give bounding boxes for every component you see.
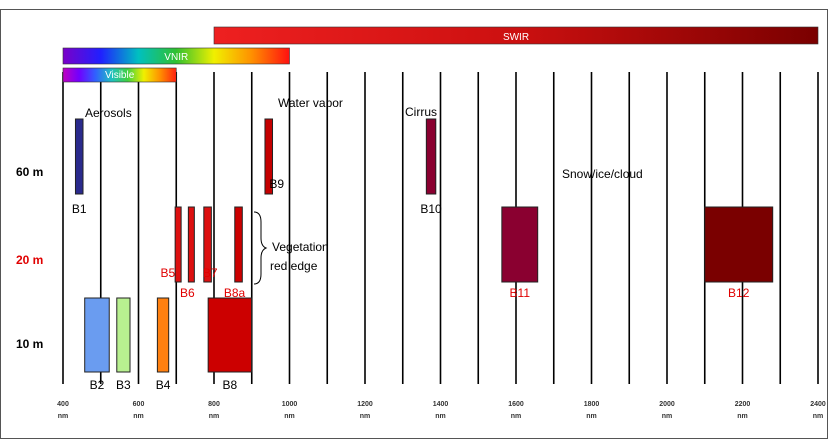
band-label-b6: B6 bbox=[180, 286, 195, 300]
tick-unit-2000: nm bbox=[662, 413, 673, 420]
band-label-b11: B11 bbox=[510, 286, 531, 300]
band-label-b1: B1 bbox=[72, 202, 87, 216]
band-b4 bbox=[156, 297, 170, 373]
tick-value-1800: 1800 bbox=[584, 401, 600, 408]
band-b3 bbox=[116, 297, 131, 373]
tick-value-1200: 1200 bbox=[357, 401, 373, 408]
band-label-b10: B10 bbox=[420, 202, 442, 216]
band-b11 bbox=[501, 206, 539, 283]
aerosols-label: Aerosols bbox=[85, 106, 132, 120]
tick-value-800: 800 bbox=[208, 401, 220, 408]
range-bar-swir bbox=[213, 26, 819, 45]
band-b8 bbox=[207, 297, 253, 373]
band-b5 bbox=[174, 206, 182, 283]
band-label-b8a: B8a bbox=[224, 286, 246, 300]
tick-unit-800: nm bbox=[209, 413, 220, 420]
band-b10 bbox=[425, 118, 437, 195]
tick-unit-2200: nm bbox=[737, 413, 748, 420]
wavelength-axis: 400 nm 600 nm 800 nm 1000 nm 1200 nm 1400 nm 1600 nm 1… bbox=[57, 401, 826, 420]
tick-value-2400: 2400 bbox=[810, 401, 826, 408]
tick-value-400: 400 bbox=[57, 401, 69, 408]
red-edge-brace bbox=[253, 211, 268, 285]
band-b8a bbox=[234, 206, 243, 283]
range-label-visible: Visible bbox=[105, 70, 135, 81]
tick-unit-1200: nm bbox=[360, 413, 371, 420]
band-b12 bbox=[704, 206, 774, 283]
spectral-range-bars: SWIR VNIR Visible bbox=[62, 26, 819, 83]
tick-value-2000: 2000 bbox=[659, 401, 675, 408]
tick-unit-1800: nm bbox=[586, 413, 597, 420]
tick-value-1000: 1000 bbox=[282, 401, 298, 408]
snow-ice-cloud-label: Snow/ice/cloud bbox=[562, 167, 643, 181]
tick-unit-2400: nm bbox=[813, 413, 824, 420]
band-label-b3: B3 bbox=[116, 378, 131, 392]
tick-unit-1600: nm bbox=[511, 413, 522, 420]
tick-value-2200: 2200 bbox=[735, 401, 751, 408]
tick-value-600: 600 bbox=[133, 401, 145, 408]
band-label-b8: B8 bbox=[223, 378, 238, 392]
band-b9 bbox=[264, 118, 274, 195]
tick-value-1600: 1600 bbox=[508, 401, 524, 408]
band-label-b5: B5 bbox=[160, 266, 175, 280]
resolution-label-60m: 60 m bbox=[16, 165, 43, 179]
band-rectangles bbox=[74, 118, 774, 373]
water-vapor-label: Water vapor bbox=[278, 96, 343, 110]
tick-unit-600: nm bbox=[133, 413, 144, 420]
band-label-b2: B2 bbox=[90, 378, 105, 392]
range-label-vnir: VNIR bbox=[164, 52, 188, 63]
band-labels: B1 B2 B3 B4 B5 B6 B7 B8 B8a B9 B10 B11 B12 bbox=[72, 177, 750, 392]
band-b1 bbox=[74, 118, 84, 195]
vegetation-label: Vegetation bbox=[272, 240, 329, 254]
range-bar-vnir bbox=[62, 47, 290, 65]
band-b6 bbox=[187, 206, 195, 283]
resolution-label-10m: 10 m bbox=[16, 337, 43, 351]
band-b2 bbox=[84, 297, 110, 373]
cirrus-label: Cirrus bbox=[405, 105, 437, 119]
red-edge-label: red edge bbox=[270, 259, 318, 273]
resolution-label-20m: 20 m bbox=[16, 253, 43, 267]
band-label-b7: B7 bbox=[203, 266, 218, 280]
band-label-b9: B9 bbox=[269, 177, 284, 191]
tick-unit-400: nm bbox=[58, 413, 69, 420]
band-label-b4: B4 bbox=[156, 378, 171, 392]
band-b7 bbox=[203, 206, 212, 283]
range-label-swir: SWIR bbox=[503, 32, 529, 43]
band-label-b12: B12 bbox=[728, 286, 750, 300]
tick-unit-1400: nm bbox=[435, 413, 446, 420]
tick-value-1400: 1400 bbox=[433, 401, 449, 408]
tick-unit-1000: nm bbox=[284, 413, 295, 420]
range-bar-visible bbox=[62, 67, 177, 83]
